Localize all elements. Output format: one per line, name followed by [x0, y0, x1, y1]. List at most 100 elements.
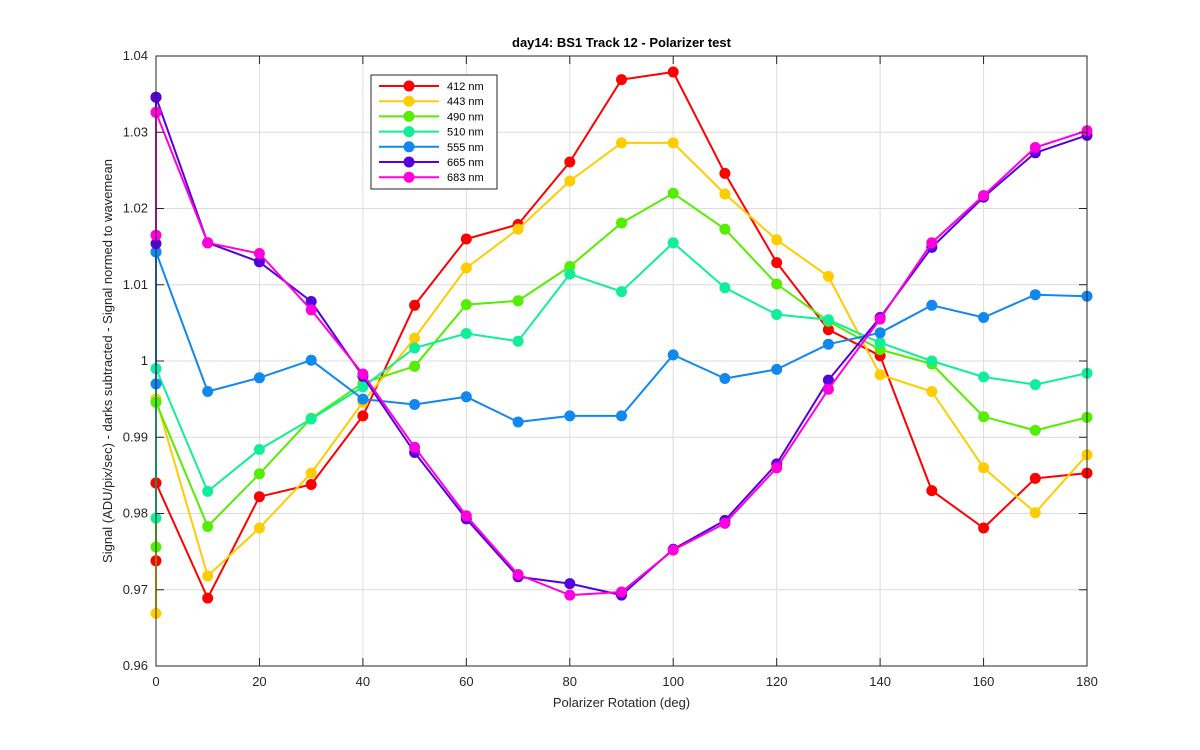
data-point: [357, 368, 369, 380]
y-axis-label: Signal (ADU/pix/sec) - darks subtracted …: [100, 159, 115, 563]
x-tick-label: 180: [1076, 674, 1098, 689]
data-point: [460, 299, 472, 311]
data-series: [150, 66, 1093, 619]
data-point: [460, 510, 472, 522]
legend-marker: [403, 95, 415, 107]
data-point: [357, 381, 369, 393]
axis-ticks: 0 20 40 60 80 100 120 140 160 180 0.96 0.97 0.98 0.99…: [123, 48, 1098, 689]
legend-item: 683 nm: [379, 171, 484, 184]
data-point: [874, 313, 886, 325]
x-tick-label: 40: [356, 674, 370, 689]
legend-item: 665 nm: [379, 156, 484, 169]
chart-title: day14: BS1 Track 12 - Polarizer test: [512, 35, 732, 50]
data-point: [1029, 289, 1041, 301]
data-point: [667, 137, 679, 149]
data-point: [512, 416, 524, 428]
data-point: [771, 462, 783, 474]
data-point: [771, 278, 783, 290]
legend-marker: [403, 80, 415, 92]
x-tick-label: 80: [563, 674, 577, 689]
legend: 412 nm 443 nm 490 nm 510 nm 555 nm 665 nm 683 …: [370, 74, 498, 190]
data-point: [202, 570, 214, 582]
series-line: [155, 241, 1088, 519]
data-point: [460, 233, 472, 245]
data-point: [822, 374, 834, 386]
x-tick-label: 160: [973, 674, 995, 689]
data-point: [978, 462, 990, 474]
data-point: [512, 335, 524, 347]
data-point: [926, 237, 938, 249]
series-line: [155, 141, 1088, 614]
data-point: [822, 314, 834, 326]
series-555-nm: [150, 246, 1093, 428]
series-line: [155, 71, 1088, 600]
x-tick-label: 20: [252, 674, 266, 689]
series-line: [155, 251, 1088, 423]
series-line: [155, 96, 1088, 597]
data-point: [512, 295, 524, 307]
y-tick-label: 1.04: [123, 48, 148, 63]
data-point: [253, 522, 265, 534]
x-tick-label: 60: [459, 674, 473, 689]
data-point: [874, 369, 886, 381]
legend-marker: [403, 156, 415, 168]
legend-label: 683 nm: [447, 172, 484, 184]
data-point: [305, 479, 317, 490]
y-tick-label: 1: [141, 353, 148, 368]
legend-label: 490 nm: [447, 111, 484, 123]
data-point: [616, 74, 627, 86]
data-point: [202, 592, 214, 604]
series-683-nm: [150, 106, 1093, 601]
legend-marker: [403, 110, 415, 122]
data-point: [822, 338, 834, 350]
y-tick-label: 1.03: [123, 124, 148, 139]
legend-label: 510 nm: [447, 127, 484, 139]
data-point: [512, 569, 524, 580]
x-tick-label: 140: [869, 674, 891, 689]
data-point: [253, 256, 265, 268]
x-axis-label: Polarizer Rotation (deg): [553, 695, 690, 710]
data-point: [616, 586, 627, 598]
data-point: [460, 391, 472, 403]
y-tick-label: 0.98: [123, 506, 148, 521]
data-point: [874, 327, 886, 339]
data-point: [771, 363, 783, 375]
data-point: [564, 261, 576, 272]
legend-item: 412 nm: [379, 80, 484, 93]
legend-marker: [403, 126, 415, 138]
data-point: [667, 544, 679, 556]
data-point: [926, 386, 938, 397]
legend-item: 555 nm: [379, 141, 484, 154]
data-point: [719, 223, 731, 235]
data-point: [253, 491, 265, 503]
legend-item: 510 nm: [379, 126, 484, 139]
data-point: [616, 217, 627, 229]
x-tick-label: 0: [152, 674, 159, 689]
y-tick-label: 0.96: [123, 658, 148, 673]
data-point: [564, 156, 576, 168]
series-line: [155, 192, 1088, 547]
y-tick-label: 1.02: [123, 201, 148, 216]
data-point: [460, 328, 472, 339]
data-point: [978, 190, 990, 201]
data-point: [822, 270, 834, 282]
data-point: [202, 386, 214, 397]
data-point: [771, 257, 783, 269]
data-point: [978, 312, 990, 323]
data-point: [564, 589, 576, 601]
legend-label: 555 nm: [447, 142, 484, 154]
data-point: [926, 355, 938, 367]
data-point: [1029, 472, 1041, 484]
data-point: [978, 411, 990, 423]
y-tick-label: 1.01: [123, 277, 148, 292]
data-point: [305, 304, 317, 316]
series-412-nm: [150, 66, 1093, 604]
data-point: [667, 349, 679, 361]
data-point: [667, 66, 679, 78]
data-point: [253, 248, 265, 259]
data-point: [564, 578, 576, 590]
data-point: [409, 399, 421, 410]
data-point: [460, 262, 472, 274]
data-point: [822, 324, 834, 336]
data-point: [822, 383, 834, 395]
